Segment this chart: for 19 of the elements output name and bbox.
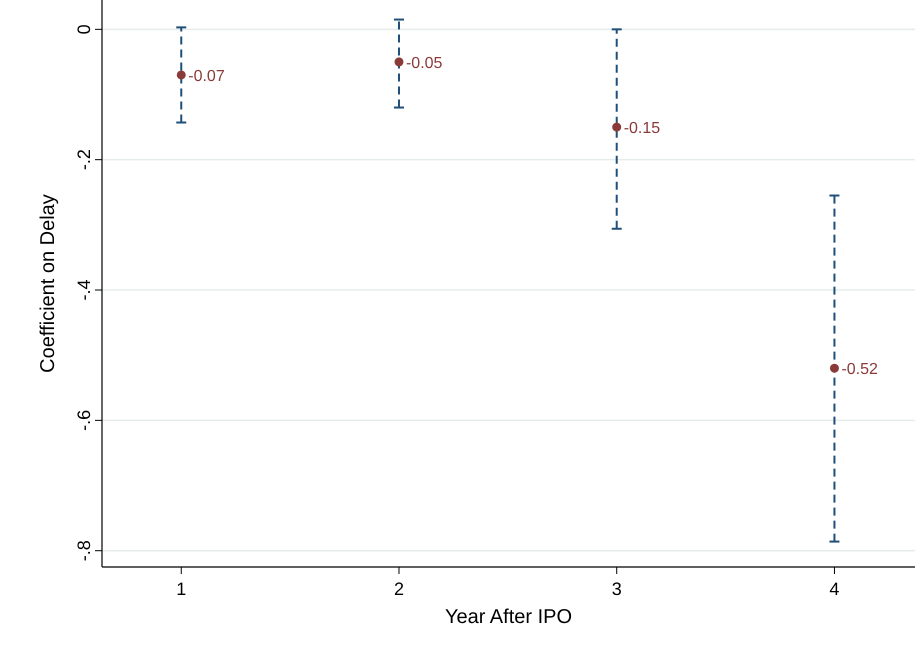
x-tick-label: 2	[394, 579, 404, 599]
x-tick-label: 3	[612, 579, 622, 599]
point	[176, 70, 186, 80]
point	[612, 122, 622, 132]
y-tick-label: 0	[74, 24, 94, 34]
y-axis-title: Coefficient on Delay	[37, 194, 59, 373]
point	[394, 57, 404, 66]
y-tick-label: -.4	[74, 280, 94, 301]
y-tick-label: -.8	[74, 540, 94, 562]
data-label: -0.07	[188, 68, 225, 85]
y-tick-label: -.2	[74, 149, 94, 170]
x-tick-label: 4	[829, 579, 840, 599]
x-tick-label: 1	[176, 579, 186, 599]
x-axis-title: Year After IPO	[444, 606, 572, 628]
data-label: -0.15	[624, 120, 660, 138]
point	[830, 364, 839, 373]
data-label: -0.05	[406, 54, 443, 72]
y-tick-label: -.6	[74, 410, 94, 431]
data-label: -0.52	[841, 361, 878, 378]
